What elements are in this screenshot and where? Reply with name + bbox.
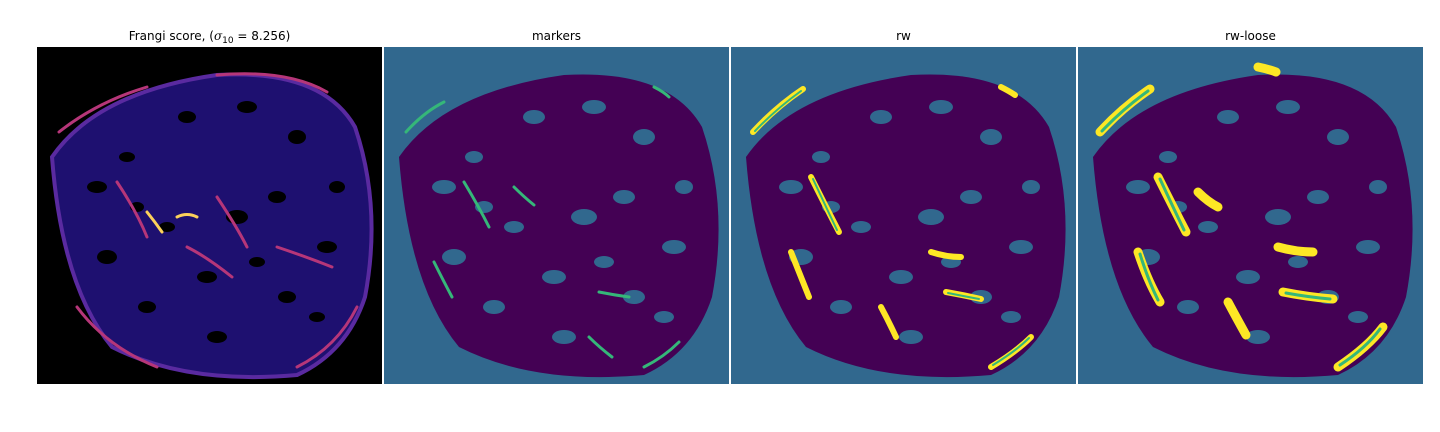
frangi-title-sigma: σ xyxy=(213,29,223,43)
rw-svg xyxy=(731,47,1076,384)
markers-image xyxy=(384,47,729,384)
frangi-title-subscript: 10 xyxy=(222,36,234,46)
frangi-score-image xyxy=(37,47,382,384)
frangi-title-suffix: = 8.256) xyxy=(233,29,291,43)
rw-image xyxy=(731,47,1076,384)
rw-loose-image xyxy=(1078,47,1423,384)
panel-title-frangi: Frangi score, (σ10 = 8.256) xyxy=(37,29,382,46)
markers-svg xyxy=(384,47,729,384)
panel-title-rw-loose: rw-loose xyxy=(1225,29,1276,43)
panel-title-rw: rw xyxy=(896,29,911,43)
frangi-title-prefix: Frangi score, ( xyxy=(128,29,214,43)
panel-title-markers: markers xyxy=(531,29,582,43)
rw-loose-svg xyxy=(1078,47,1423,384)
frangi-svg xyxy=(37,47,382,384)
